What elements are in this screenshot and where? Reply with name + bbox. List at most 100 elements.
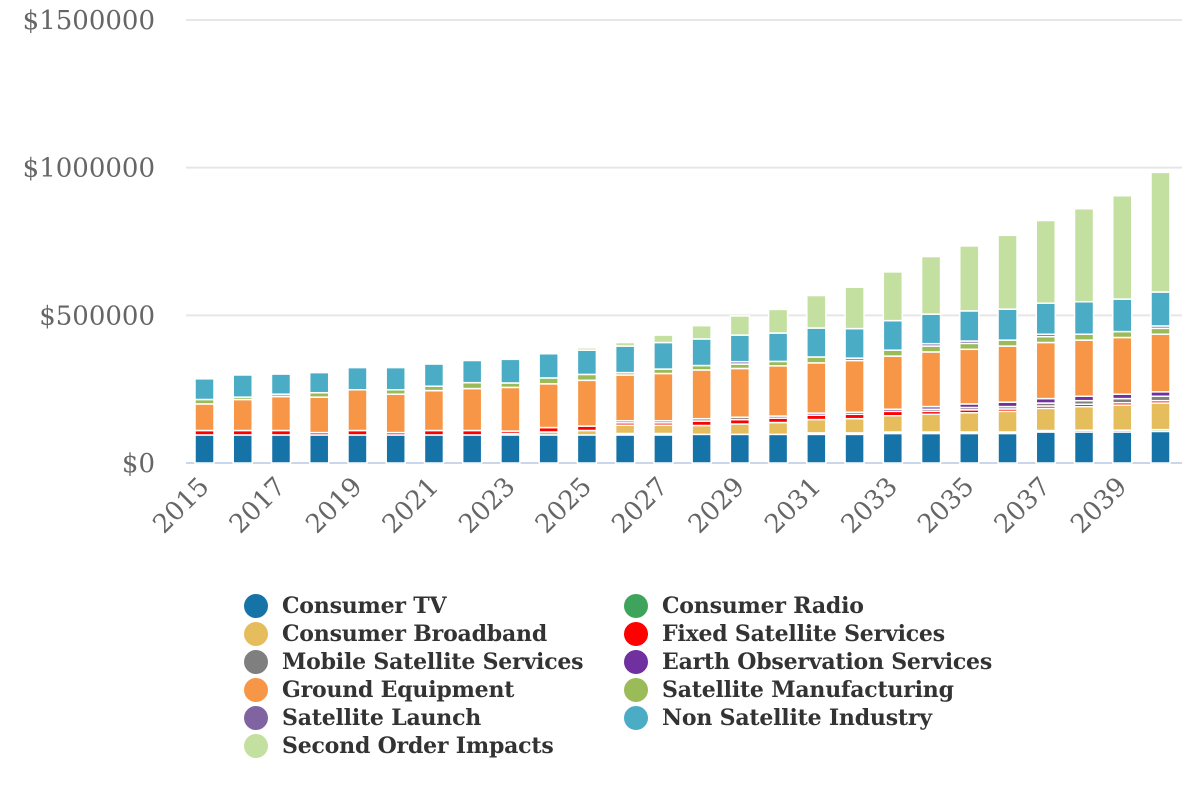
bar-segment-non-satellite-industry[interactable] <box>270 373 292 395</box>
bar-segment-satellite-manufacturing[interactable] <box>920 345 942 353</box>
bar-segment-consumer-tv[interactable] <box>194 434 215 464</box>
bar-segment-ground-equipment[interactable] <box>614 374 636 422</box>
bar-segment-ground-equipment[interactable] <box>1073 339 1095 398</box>
bar-segment-ground-equipment[interactable] <box>1150 333 1171 393</box>
bar-segment-ground-equipment[interactable] <box>270 395 292 432</box>
bar-segment-second-order-impacts[interactable] <box>691 324 712 340</box>
bar-segment-non-satellite-industry[interactable] <box>576 349 598 376</box>
bar-segment-ground-equipment[interactable] <box>385 393 406 434</box>
bar-segment-consumer-broadband[interactable] <box>614 424 636 435</box>
bar-segment-second-order-impacts[interactable] <box>538 351 559 355</box>
bar-segment-consumer-tv[interactable] <box>461 434 483 464</box>
bar-segment-consumer-tv[interactable] <box>767 433 789 464</box>
legend-item-non-satellite-industry[interactable]: Non Satellite Industry <box>624 704 932 732</box>
bar-segment-consumer-tv[interactable] <box>691 433 712 464</box>
bar-segment-ground-equipment[interactable] <box>423 389 445 432</box>
bar-segment-ground-equipment[interactable] <box>882 355 904 410</box>
bar-segment-non-satellite-industry[interactable] <box>1150 291 1171 327</box>
legend-item-consumer-radio[interactable]: Consumer Radio <box>624 592 864 620</box>
bar-segment-consumer-tv[interactable] <box>844 433 865 464</box>
legend-item-satellite-launch[interactable]: Satellite Launch <box>244 704 481 732</box>
bar-segment-ground-equipment[interactable] <box>767 365 789 417</box>
bar-segment-second-order-impacts[interactable] <box>1112 194 1133 300</box>
bar-segment-ground-equipment[interactable] <box>232 398 253 432</box>
bar-segment-consumer-tv[interactable] <box>308 434 330 464</box>
legend-item-ground-equipment[interactable]: Ground Equipment <box>244 676 514 704</box>
bar-segment-second-order-impacts[interactable] <box>1035 219 1057 304</box>
bar-segment-non-satellite-industry[interactable] <box>729 334 751 363</box>
bar-segment-consumer-broadband[interactable] <box>806 418 827 434</box>
bar-segment-consumer-tv[interactable] <box>576 434 598 464</box>
bar-segment-consumer-tv[interactable] <box>729 433 751 464</box>
bar-segment-consumer-tv[interactable] <box>500 434 521 464</box>
bar-segment-second-order-impacts[interactable] <box>767 308 789 334</box>
legend-item-consumer-tv[interactable]: Consumer TV <box>244 592 447 620</box>
bar-segment-consumer-tv[interactable] <box>270 434 292 464</box>
bar-segment-second-order-impacts[interactable] <box>576 347 598 351</box>
bar-segment-ground-equipment[interactable] <box>959 348 980 405</box>
bar-segment-non-satellite-industry[interactable] <box>1035 302 1057 335</box>
bar-segment-consumer-broadband[interactable] <box>844 417 865 434</box>
bar-segment-satellite-manufacturing[interactable] <box>882 349 904 357</box>
bar-segment-ground-equipment[interactable] <box>308 396 330 434</box>
bar-segment-consumer-broadband[interactable] <box>959 412 980 433</box>
bar-segment-consumer-tv[interactable] <box>347 434 368 464</box>
bar-segment-non-satellite-industry[interactable] <box>691 338 712 367</box>
bar-segment-non-satellite-industry[interactable] <box>1073 300 1095 335</box>
bar-segment-consumer-broadband[interactable] <box>1035 407 1057 432</box>
bar-segment-satellite-manufacturing[interactable] <box>1035 335 1057 344</box>
bar-segment-satellite-manufacturing[interactable] <box>576 373 598 382</box>
legend-item-fixed-satellite-services[interactable]: Fixed Satellite Services <box>624 620 945 648</box>
bar-segment-consumer-tv[interactable] <box>1073 431 1095 464</box>
bar-segment-second-order-impacts[interactable] <box>959 245 980 312</box>
bar-segment-consumer-broadband[interactable] <box>882 414 904 433</box>
legend-item-consumer-broadband[interactable]: Consumer Broadband <box>244 620 547 648</box>
bar-segment-consumer-tv[interactable] <box>959 432 980 464</box>
bar-segment-non-satellite-industry[interactable] <box>461 359 483 384</box>
bar-segment-ground-equipment[interactable] <box>461 387 483 432</box>
bar-segment-consumer-broadband[interactable] <box>1150 402 1171 431</box>
bar-segment-non-satellite-industry[interactable] <box>423 363 445 387</box>
bar-segment-consumer-broadband[interactable] <box>920 413 942 433</box>
bar-segment-consumer-tv[interactable] <box>232 434 253 464</box>
bar-segment-ground-equipment[interactable] <box>1035 341 1057 400</box>
bar-segment-non-satellite-industry[interactable] <box>844 327 865 359</box>
bar-segment-consumer-broadband[interactable] <box>729 423 751 436</box>
bar-segment-satellite-manufacturing[interactable] <box>1073 333 1095 341</box>
bar-segment-consumer-tv[interactable] <box>538 434 559 464</box>
legend-item-satellite-manufacturing[interactable]: Satellite Manufacturing <box>624 676 954 704</box>
bar-segment-ground-equipment[interactable] <box>538 383 559 429</box>
bar-segment-consumer-broadband[interactable] <box>767 421 789 436</box>
bar-segment-ground-equipment[interactable] <box>997 345 1018 403</box>
bar-segment-second-order-impacts[interactable] <box>844 286 865 330</box>
bar-segment-consumer-broadband[interactable] <box>653 424 674 435</box>
bar-segment-non-satellite-industry[interactable] <box>538 352 559 379</box>
bar-segment-non-satellite-industry[interactable] <box>653 341 674 370</box>
bar-segment-second-order-impacts[interactable] <box>997 234 1018 310</box>
bar-segment-consumer-tv[interactable] <box>423 434 445 464</box>
bar-segment-non-satellite-industry[interactable] <box>959 310 980 342</box>
bar-segment-ground-equipment[interactable] <box>920 351 942 408</box>
bar-segment-second-order-impacts[interactable] <box>1150 171 1171 293</box>
bar-segment-second-order-impacts[interactable] <box>806 294 827 329</box>
bar-segment-consumer-broadband[interactable] <box>1112 404 1133 431</box>
bar-segment-satellite-manufacturing[interactable] <box>959 342 980 351</box>
legend-item-mobile-satellite-services[interactable]: Mobile Satellite Services <box>244 648 584 676</box>
legend-item-earth-observation-services[interactable]: Earth Observation Services <box>624 648 992 676</box>
bar-segment-non-satellite-industry[interactable] <box>806 327 827 358</box>
bar-segment-consumer-tv[interactable] <box>1112 431 1133 464</box>
bar-segment-second-order-impacts[interactable] <box>614 341 636 347</box>
bar-segment-non-satellite-industry[interactable] <box>232 374 253 398</box>
bar-segment-non-satellite-industry[interactable] <box>347 366 368 391</box>
bar-segment-consumer-broadband[interactable] <box>997 410 1018 433</box>
bar-segment-ground-equipment[interactable] <box>806 362 827 414</box>
bar-segment-second-order-impacts[interactable] <box>920 255 942 315</box>
bar-segment-consumer-tv[interactable] <box>385 434 406 464</box>
bar-segment-ground-equipment[interactable] <box>500 386 521 432</box>
bar-segment-non-satellite-industry[interactable] <box>882 319 904 351</box>
bar-segment-ground-equipment[interactable] <box>653 372 674 422</box>
bar-segment-satellite-manufacturing[interactable] <box>538 377 559 385</box>
bar-segment-satellite-manufacturing[interactable] <box>1150 327 1171 335</box>
bar-segment-non-satellite-industry[interactable] <box>1112 298 1133 333</box>
bar-segment-satellite-manufacturing[interactable] <box>997 339 1018 347</box>
